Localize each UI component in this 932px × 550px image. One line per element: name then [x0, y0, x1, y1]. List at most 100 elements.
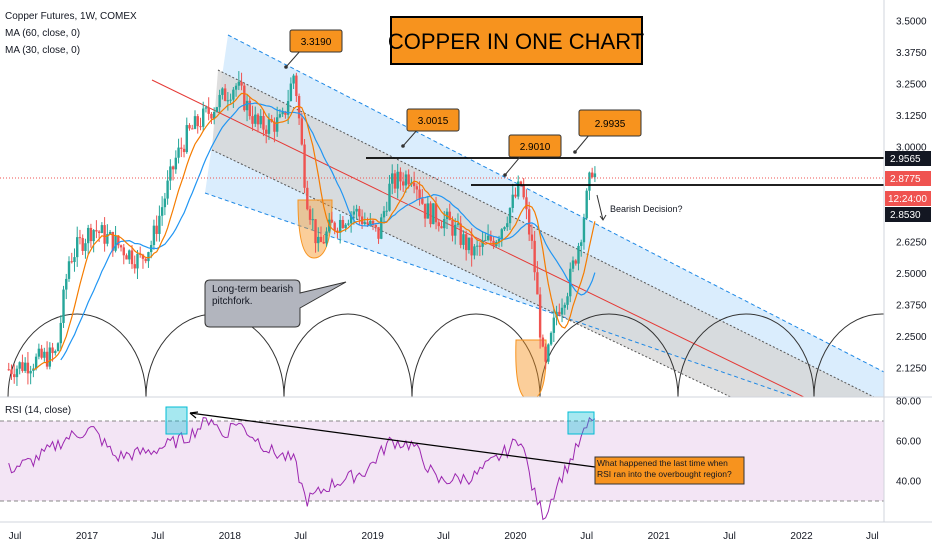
candle-body — [139, 253, 142, 255]
candle-body — [108, 231, 112, 235]
candle-body — [76, 237, 79, 258]
candle-body — [218, 94, 221, 108]
candle-body — [344, 224, 347, 228]
candle-body — [240, 81, 243, 86]
candle-body — [275, 117, 279, 132]
candle-body — [248, 100, 251, 117]
candle-body — [369, 220, 372, 225]
rsi-divergence-line — [189, 412, 596, 468]
candle-body — [522, 185, 525, 198]
candle-body — [273, 121, 276, 132]
candle-body — [84, 243, 87, 251]
candle-body — [40, 348, 43, 358]
candle-body — [193, 116, 197, 129]
candle-body — [7, 369, 10, 371]
candle-body — [456, 223, 460, 225]
candle-body — [338, 219, 342, 233]
candle-body — [503, 227, 506, 230]
candle-body — [484, 239, 487, 241]
rsi-pane[interactable] — [0, 406, 884, 521]
time-tick-label: Jul — [866, 531, 879, 542]
candle-body — [37, 348, 41, 357]
candle-body — [577, 245, 580, 264]
candle-body — [256, 114, 260, 125]
candle-body — [130, 250, 134, 265]
candle-body — [13, 374, 16, 378]
candle-body — [23, 362, 27, 371]
candle-body — [404, 174, 408, 186]
candle-body — [347, 223, 350, 225]
candle-body — [527, 209, 531, 235]
candle-body — [278, 114, 282, 118]
pitchfork-outer-channel — [205, 35, 884, 397]
callout-2-9010: 2.9010 — [503, 134, 562, 177]
price-tick-label: 2.1250 — [896, 364, 927, 375]
time-tick-label: Jul — [151, 531, 164, 542]
time-tick-label: Jul — [294, 531, 307, 542]
candle-body — [341, 219, 345, 228]
candle-body — [292, 75, 295, 84]
candle-body — [125, 255, 128, 260]
candle-body — [166, 180, 169, 199]
ma60-legend: MA (60, close, 0) — [5, 28, 80, 39]
candle-body — [144, 258, 147, 262]
candle-body — [48, 347, 52, 367]
candle-body — [558, 311, 561, 315]
candle-body — [180, 147, 183, 149]
candle-body — [426, 203, 430, 219]
rsi-axis[interactable]: 80.00 60.00 40.00 — [896, 397, 921, 488]
candle-body — [267, 119, 271, 134]
candle-body — [385, 210, 388, 212]
price-pane[interactable]: Bearish Decision? — [0, 34, 932, 470]
bearish-decision-arrow — [596, 194, 607, 221]
candle-body — [511, 194, 514, 208]
symbol-title: Copper Futures, 1W, COMEX — [5, 11, 137, 22]
time-tick-label: 2021 — [648, 531, 671, 542]
price-tick-label: 3.1250 — [896, 111, 927, 122]
candle-body — [563, 304, 566, 308]
rsi-band — [0, 421, 884, 501]
candle-body — [440, 226, 443, 229]
candle-body — [314, 219, 317, 244]
rsi-highlight-2018 — [165, 406, 188, 435]
candle-body — [78, 237, 82, 239]
candle-body — [401, 181, 405, 186]
candle-body — [585, 190, 588, 219]
time-tick-label: Jul — [723, 531, 736, 542]
rsi-question-box: What happened the last time when RSI ran… — [594, 456, 745, 485]
callout-3-3190: 3.3190 — [284, 29, 343, 69]
price-tick-label: 3.5000 — [896, 17, 927, 28]
time-axis[interactable]: Jul 2017 Jul 2018 Jul 2019 Jul 2020 Jul 2021 Jul 20… — [9, 531, 879, 542]
candle-body — [377, 227, 380, 239]
candle-body — [580, 242, 583, 246]
candle-body — [363, 222, 367, 225]
candle-body — [297, 96, 301, 119]
price-label-2-8775: 2.8775 — [885, 171, 931, 186]
candle-body — [62, 289, 65, 323]
candle-body — [437, 222, 440, 227]
candle-body — [454, 224, 457, 236]
candle-body — [396, 171, 399, 189]
candle-body — [517, 181, 520, 197]
candle-body — [432, 203, 435, 225]
candle-body — [86, 227, 90, 244]
candle-body — [152, 225, 156, 246]
candle-body — [407, 174, 410, 185]
svg-text:3.3190: 3.3190 — [301, 37, 332, 48]
header-legend: Copper Futures, 1W, COMEX MA (60, close,… — [5, 11, 137, 56]
candle-body — [451, 220, 454, 236]
candle-body — [259, 116, 262, 125]
candle-body — [21, 362, 24, 371]
price-tick-label: 3.0000 — [896, 143, 927, 154]
rsi-divergence-arrowhead — [189, 411, 199, 419]
time-tick-label: 2020 — [504, 531, 527, 542]
candle-body — [136, 253, 139, 269]
candle-body — [204, 107, 208, 109]
svg-text:12:24:00: 12:24:00 — [888, 194, 927, 205]
candle-body — [544, 346, 547, 362]
candle-body — [174, 157, 178, 170]
candle-body — [399, 171, 402, 182]
candle-body — [262, 116, 265, 130]
candle-body — [254, 114, 257, 124]
